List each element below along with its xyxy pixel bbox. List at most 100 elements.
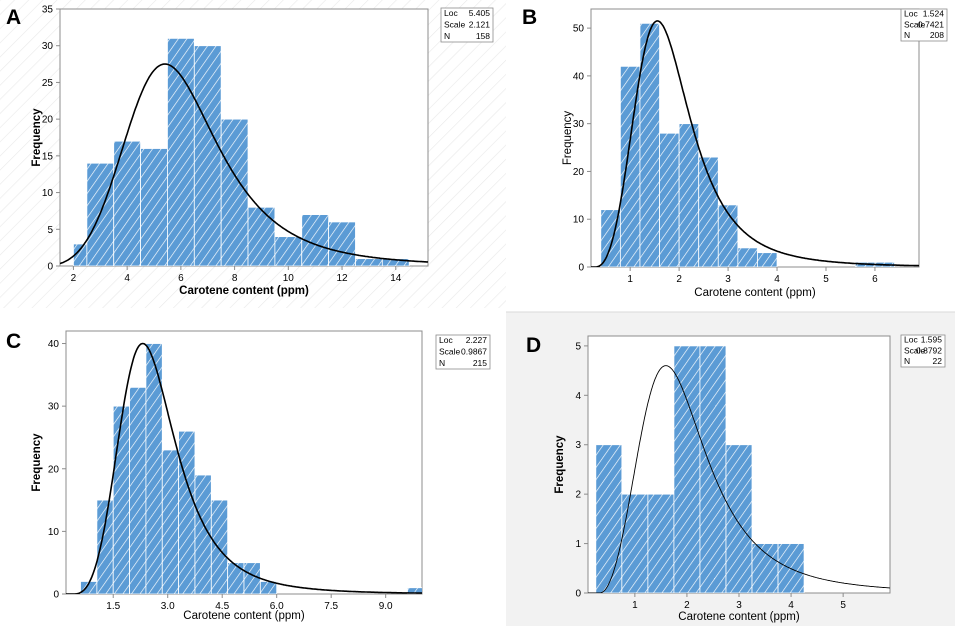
x-tick-label: 5 — [823, 274, 829, 285]
x-tick-label: 1 — [627, 274, 633, 285]
y-tick-label: 20 — [48, 464, 60, 475]
stat-label: Scale — [444, 19, 466, 29]
stat-value: 5.405 — [469, 8, 491, 18]
bars — [600, 22, 895, 267]
stat-value: 0.7421 — [918, 19, 944, 29]
stat-label: Loc — [439, 335, 453, 345]
x-tick-label: 6 — [178, 273, 184, 284]
histogram-bar — [193, 45, 222, 266]
y-tick-label: 30 — [48, 402, 60, 413]
stat-value: 215 — [473, 358, 487, 368]
x-tick-label: 2 — [676, 274, 682, 285]
panel-letter: D — [526, 334, 541, 357]
panel-letter: A — [6, 6, 21, 29]
y-tick-label: 10 — [42, 188, 54, 199]
histogram-bar — [140, 148, 168, 266]
y-axis-title: Frequency — [31, 108, 43, 167]
histogram-bar — [737, 247, 758, 267]
bars — [80, 343, 422, 594]
y-tick-label: 40 — [573, 71, 585, 82]
histogram-bar — [227, 562, 245, 594]
panel-c: 0 10 20 30 40 1.5 3.0 4.5 6.0 7.5 9.0 Carotene cont… — [6, 330, 491, 622]
x-tick-label: 4 — [774, 274, 780, 285]
stat-label: Loc — [904, 9, 918, 19]
y-tick-label: 15 — [42, 151, 54, 162]
stat-label: Scale — [904, 19, 926, 29]
histogram-bar — [243, 562, 261, 594]
histogram-bar — [595, 444, 623, 593]
y-tick-label: 3 — [575, 440, 581, 451]
stat-value: 22 — [933, 356, 943, 366]
histogram-bar — [167, 37, 195, 266]
histogram-bar — [757, 252, 778, 267]
histogram-bar — [751, 543, 779, 593]
x-tick-label: 3.0 — [161, 601, 175, 612]
histogram-bar — [699, 345, 727, 593]
y-tick-label: 5 — [47, 225, 53, 236]
histogram-bar — [673, 345, 701, 593]
stat-value: 2.227 — [466, 335, 488, 345]
stat-label: N — [904, 30, 910, 40]
x-tick-label: 2 — [684, 600, 690, 611]
y-tick-label: 20 — [573, 167, 585, 178]
stat-label: N — [904, 356, 910, 366]
panel-letter: C — [6, 330, 21, 353]
histogram-bar — [96, 499, 114, 594]
y-tick-label: 10 — [573, 215, 585, 226]
stat-value: 2.121 — [469, 19, 491, 29]
x-tick-label: 5 — [840, 600, 846, 611]
stat-label: Loc — [444, 8, 458, 18]
stats-box — [435, 334, 491, 370]
x-tick-label: 6.0 — [270, 601, 284, 612]
histogram-bar — [210, 499, 229, 594]
histogram-bar — [647, 493, 675, 593]
stat-value: 1.524 — [923, 9, 945, 19]
histogram-bar — [113, 140, 141, 266]
y-axis-title: Frequency — [562, 111, 574, 166]
y-tick-label: 1 — [575, 539, 581, 550]
x-tick-label: 14 — [390, 273, 402, 284]
stat-value: 158 — [476, 31, 490, 41]
fitted-curve — [591, 20, 919, 267]
x-tick-label: 1 — [632, 600, 638, 611]
y-tick-label: 25 — [42, 78, 54, 89]
x-tick-label: 4 — [124, 273, 130, 284]
x-tick-label: 10 — [283, 273, 295, 284]
x-axis-title: Carotene content (ppm) — [179, 285, 309, 297]
stat-value: 0.9867 — [461, 346, 487, 356]
histogram-bar — [220, 118, 249, 266]
y-tick-label: 0 — [578, 263, 584, 274]
x-tick-label: 6 — [872, 274, 878, 285]
y-tick-label: 10 — [48, 527, 60, 538]
y-tick-label: 0 — [575, 589, 581, 600]
stat-label: N — [439, 358, 445, 368]
stat-value: 208 — [930, 30, 944, 40]
panel-b: 0 10 20 30 40 50 1 2 3 4 5 6 Carotene content (ppm) F… — [522, 6, 948, 299]
y-tick-label: 0 — [53, 590, 59, 601]
y-tick-label: 0 — [47, 262, 53, 273]
histogram-bar — [407, 587, 422, 594]
stat-label: Loc — [904, 335, 918, 345]
y-axis-title: Frequency — [554, 435, 566, 494]
y-tick-label: 2 — [575, 490, 581, 501]
histogram-bar — [725, 444, 753, 593]
histogram-bar — [274, 236, 303, 266]
stat-value: 0.8792 — [916, 345, 942, 355]
y-tick-label: 35 — [42, 5, 54, 16]
y-tick-label: 4 — [575, 391, 581, 402]
stat-label: Scale — [904, 345, 926, 355]
stat-value: 1.595 — [921, 335, 943, 345]
stats-box — [900, 334, 946, 368]
histogram-bar — [247, 206, 276, 266]
stats-box — [900, 8, 948, 42]
x-tick-label: 2 — [71, 273, 77, 284]
x-tick-label: 9.0 — [379, 601, 393, 612]
bars — [595, 345, 805, 593]
panel-d: 0 1 2 3 4 5 1 2 3 4 5 Carotene content (ppm) Frequen… — [526, 334, 946, 623]
histogram-bar — [328, 221, 356, 266]
y-axis-title: Frequency — [31, 433, 43, 492]
histogram-bar — [659, 132, 680, 267]
fitted-curve — [60, 63, 428, 265]
x-tick-label: 1.5 — [106, 601, 120, 612]
y-tick-label: 20 — [42, 115, 54, 126]
